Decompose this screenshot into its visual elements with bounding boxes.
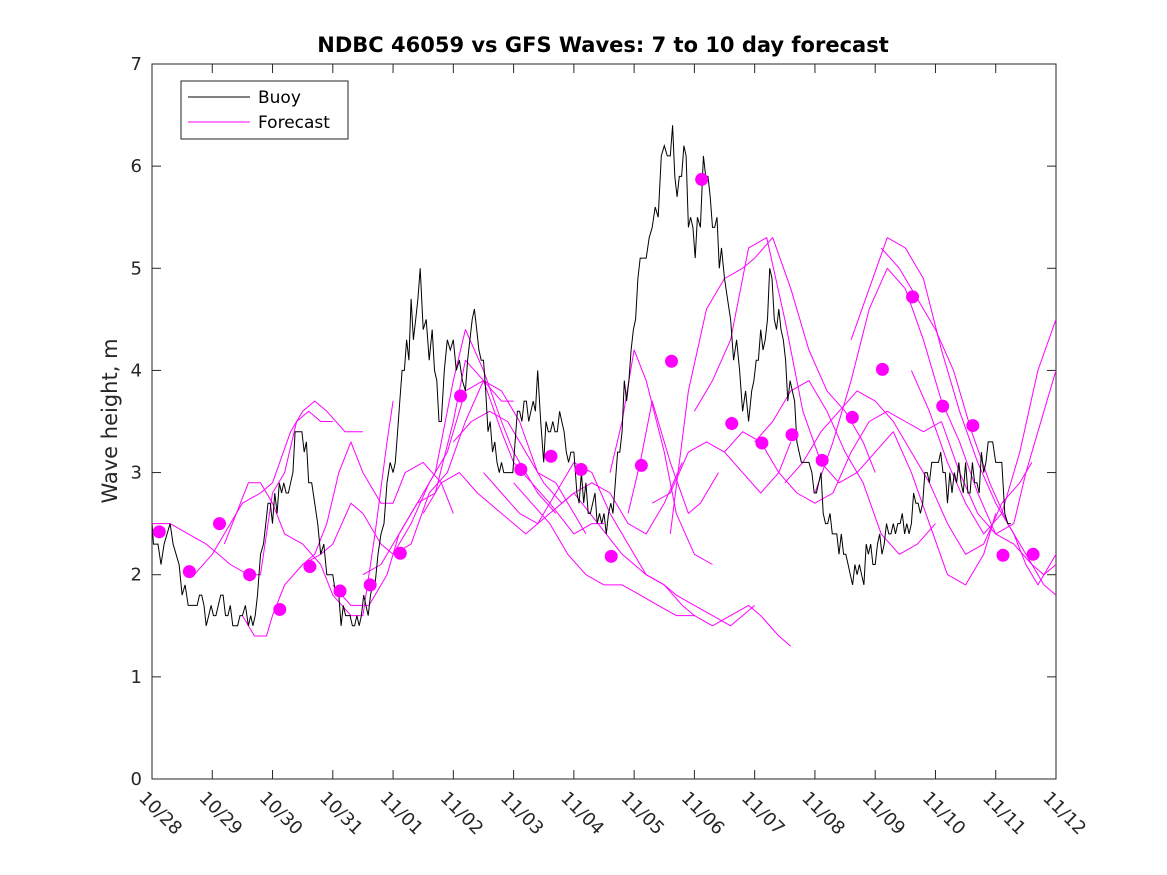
- forecast-marker: [152, 525, 166, 539]
- y-tick-label: 1: [131, 667, 142, 688]
- forecast-marker: [182, 565, 196, 579]
- legend: Buoy Forecast: [180, 80, 349, 140]
- y-tick-label: 0: [131, 769, 142, 790]
- y-tick-label: 3: [131, 463, 142, 484]
- forecast-marker: [906, 290, 920, 304]
- y-tick-label: 2: [131, 565, 142, 586]
- forecast-marker: [363, 578, 377, 592]
- forecast-marker: [634, 458, 648, 472]
- y-tick-label: 6: [131, 156, 142, 177]
- axes-box: [151, 63, 1057, 780]
- forecast-marker: [243, 568, 257, 582]
- forecast-line-19: [754, 380, 936, 555]
- forecast-line-24: [910, 319, 1056, 535]
- buoy-series: [152, 125, 1011, 627]
- forecast-line-3: [223, 401, 394, 617]
- forecast-line-10: [452, 410, 683, 535]
- forecast-marker: [1026, 547, 1040, 561]
- forecast-marker: [664, 354, 678, 368]
- forecast-line-25: [941, 421, 1056, 576]
- forecast-marker: [212, 517, 226, 531]
- legend-box: [180, 80, 349, 140]
- y-tick-label: 7: [131, 54, 142, 75]
- forecast-marker: [303, 560, 317, 574]
- buoy-line: [152, 125, 1011, 627]
- forecast-marker: [273, 602, 287, 616]
- forecast-line-11: [483, 461, 756, 627]
- forecast-marker: [755, 436, 769, 450]
- forecast-line-2: [193, 400, 363, 576]
- axes-frame: [151, 63, 1057, 780]
- forecast-line-4: [241, 441, 454, 637]
- y-tick-label: 4: [131, 360, 142, 381]
- legend-buoy-label: Buoy: [258, 88, 301, 108]
- plot-area: [152, 125, 1056, 647]
- forecast-marker: [695, 172, 709, 186]
- forecast-marker: [574, 463, 588, 477]
- forecast-marker: [454, 389, 468, 403]
- forecast-marker: [815, 453, 829, 467]
- forecast-line-12: [513, 482, 792, 647]
- forecast-marker: [936, 399, 950, 413]
- forecast-line-22: [850, 237, 1056, 586]
- forecast-marker: [544, 449, 558, 463]
- y-axis-label: Wave height, m: [98, 338, 122, 503]
- forecast-marker: [725, 417, 739, 431]
- forecast-marker: [333, 584, 347, 598]
- legend-forecast-label: Forecast: [258, 113, 330, 133]
- forecast-marker: [966, 419, 980, 433]
- forecast-marker: [845, 410, 859, 424]
- forecast-marker: [875, 362, 889, 376]
- forecast-marker: [393, 546, 407, 560]
- chart-title: NDBC 46059 vs GFS Waves: 7 to 10 day for…: [317, 33, 888, 57]
- forecast-line-17: [693, 237, 997, 586]
- forecast-line-16: [669, 237, 876, 534]
- forecast-marker: [514, 463, 528, 477]
- forecast-marker: [996, 548, 1010, 562]
- forecast-line-20: [784, 390, 1033, 555]
- forecast-marker: [785, 428, 799, 442]
- forecast-markers: [152, 172, 1040, 616]
- forecast-marker: [604, 549, 618, 563]
- y-axis-ticks: 0 1 2 3 4 5 6 7: [131, 54, 1056, 790]
- forecast-line-13: [609, 349, 713, 565]
- y-tick-label: 5: [131, 258, 142, 279]
